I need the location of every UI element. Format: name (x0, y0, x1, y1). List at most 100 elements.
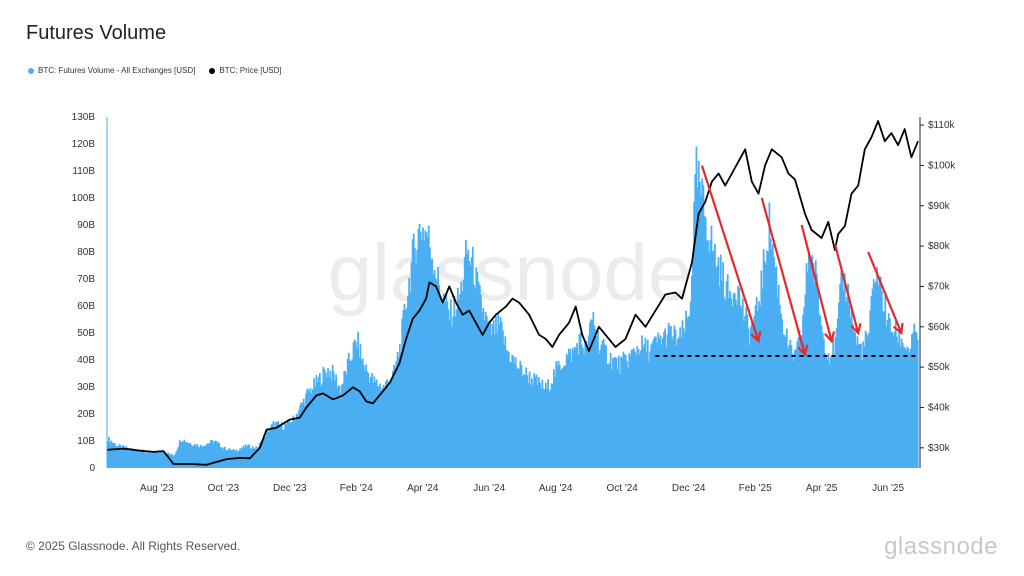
volume-bar (416, 249, 419, 468)
volume-bar (425, 232, 428, 468)
volume-bar (612, 358, 614, 468)
volume-bar (111, 442, 114, 468)
volume-bar (642, 347, 645, 468)
volume-bar (181, 441, 183, 468)
volume-bar (138, 452, 141, 468)
x-tick-label: Oct '24 (606, 483, 638, 494)
left-tick-label: 130B (72, 112, 96, 123)
volume-bar (580, 344, 583, 468)
left-tick-label: 120B (72, 139, 96, 150)
volume-bar (826, 360, 829, 468)
volume-bar (498, 324, 501, 468)
volume-bar (432, 274, 435, 468)
volume-bar (648, 361, 650, 468)
volume-bar (825, 356, 828, 468)
volume-bar (705, 240, 708, 468)
volume-bar (179, 441, 182, 468)
volume-bar (268, 431, 270, 468)
volume-bar (624, 354, 627, 468)
volume-bar (846, 297, 848, 468)
volume-bar (285, 424, 288, 468)
volume-bar (812, 263, 815, 468)
volume-bar (831, 358, 833, 468)
volume-bar (758, 301, 760, 468)
volume-bar (719, 254, 722, 468)
volume-bar (163, 453, 166, 468)
volume-bar (614, 356, 617, 468)
volume-bar (184, 442, 187, 468)
volume-bar (205, 444, 208, 468)
volume-bar (173, 456, 175, 468)
volume-bar (549, 389, 552, 468)
volume-bar (884, 295, 887, 468)
volume-bar (566, 355, 569, 468)
volume-bar (263, 434, 266, 468)
volume-bar (762, 249, 765, 468)
right-tick-label: $50k (928, 362, 951, 373)
legend-item-price[interactable]: BTC: Price [USD] (209, 66, 282, 75)
trend-arrow-head (797, 344, 809, 357)
volume-bar (855, 345, 858, 468)
volume-bar (474, 288, 477, 468)
volume-bar (266, 428, 269, 468)
legend-item-volume[interactable]: BTC: Futures Volume - All Exchanges [USD… (28, 66, 195, 75)
volume-bar (582, 347, 584, 468)
volume-bar (606, 364, 609, 468)
volume-bar (254, 448, 256, 468)
volume-bar (748, 345, 751, 468)
volume-bar (336, 387, 339, 468)
volume-bar (295, 413, 298, 468)
volume-bar (913, 323, 916, 468)
volume-bar (526, 375, 529, 468)
volume-bar (639, 350, 642, 468)
left-tick-label: 60B (77, 301, 95, 312)
volume-bar (429, 247, 431, 468)
volume-bar (597, 330, 599, 468)
volume-bar (797, 337, 800, 468)
volume-bar (584, 342, 587, 468)
volume-bar (738, 287, 741, 468)
volume-bar (773, 257, 775, 468)
volume-bar (367, 373, 370, 468)
right-tick-label: $90k (928, 201, 951, 212)
volume-bar (575, 348, 577, 468)
volume-bar (360, 359, 363, 468)
axes: 0 10B 20B 30B 40B 50B 60B 70B 80B 90B 100B 110B 120B… (72, 112, 957, 494)
volume-bar (252, 448, 255, 468)
volume-bar (845, 301, 847, 468)
volume-bar (199, 444, 202, 468)
volume-bar (529, 384, 532, 468)
volume-bar (663, 331, 665, 468)
volume-bar (465, 239, 467, 468)
volume-bar (870, 295, 873, 468)
volume-bar (685, 310, 687, 468)
volume-bar (568, 348, 570, 468)
volume-bar (202, 447, 204, 468)
volume-bar (290, 423, 292, 468)
volume-bar (641, 335, 643, 468)
volume-bar (598, 353, 600, 468)
volume-bar (153, 452, 156, 468)
volume-bar (697, 160, 700, 468)
volume-bar (160, 451, 163, 468)
volume-bar (547, 379, 550, 468)
volume-bar (539, 382, 541, 468)
volume-bar (820, 325, 823, 468)
volume-bar (306, 389, 309, 468)
volume-bar (699, 181, 701, 469)
volume-bar (631, 349, 634, 468)
volume-bar (628, 353, 631, 468)
volume-bar (594, 329, 597, 468)
volume-bar (481, 311, 483, 468)
volume-bar (388, 386, 391, 468)
volume-bar (148, 451, 151, 468)
volume-bar (274, 422, 277, 468)
volume-bar (210, 439, 212, 468)
volume-bar (191, 446, 194, 468)
volume-bar (703, 215, 706, 468)
volume-bar (509, 361, 511, 468)
volume-bar (827, 353, 830, 468)
trend-arrow (760, 197, 807, 355)
volume-bar (107, 441, 109, 468)
volume-bar (792, 360, 795, 468)
